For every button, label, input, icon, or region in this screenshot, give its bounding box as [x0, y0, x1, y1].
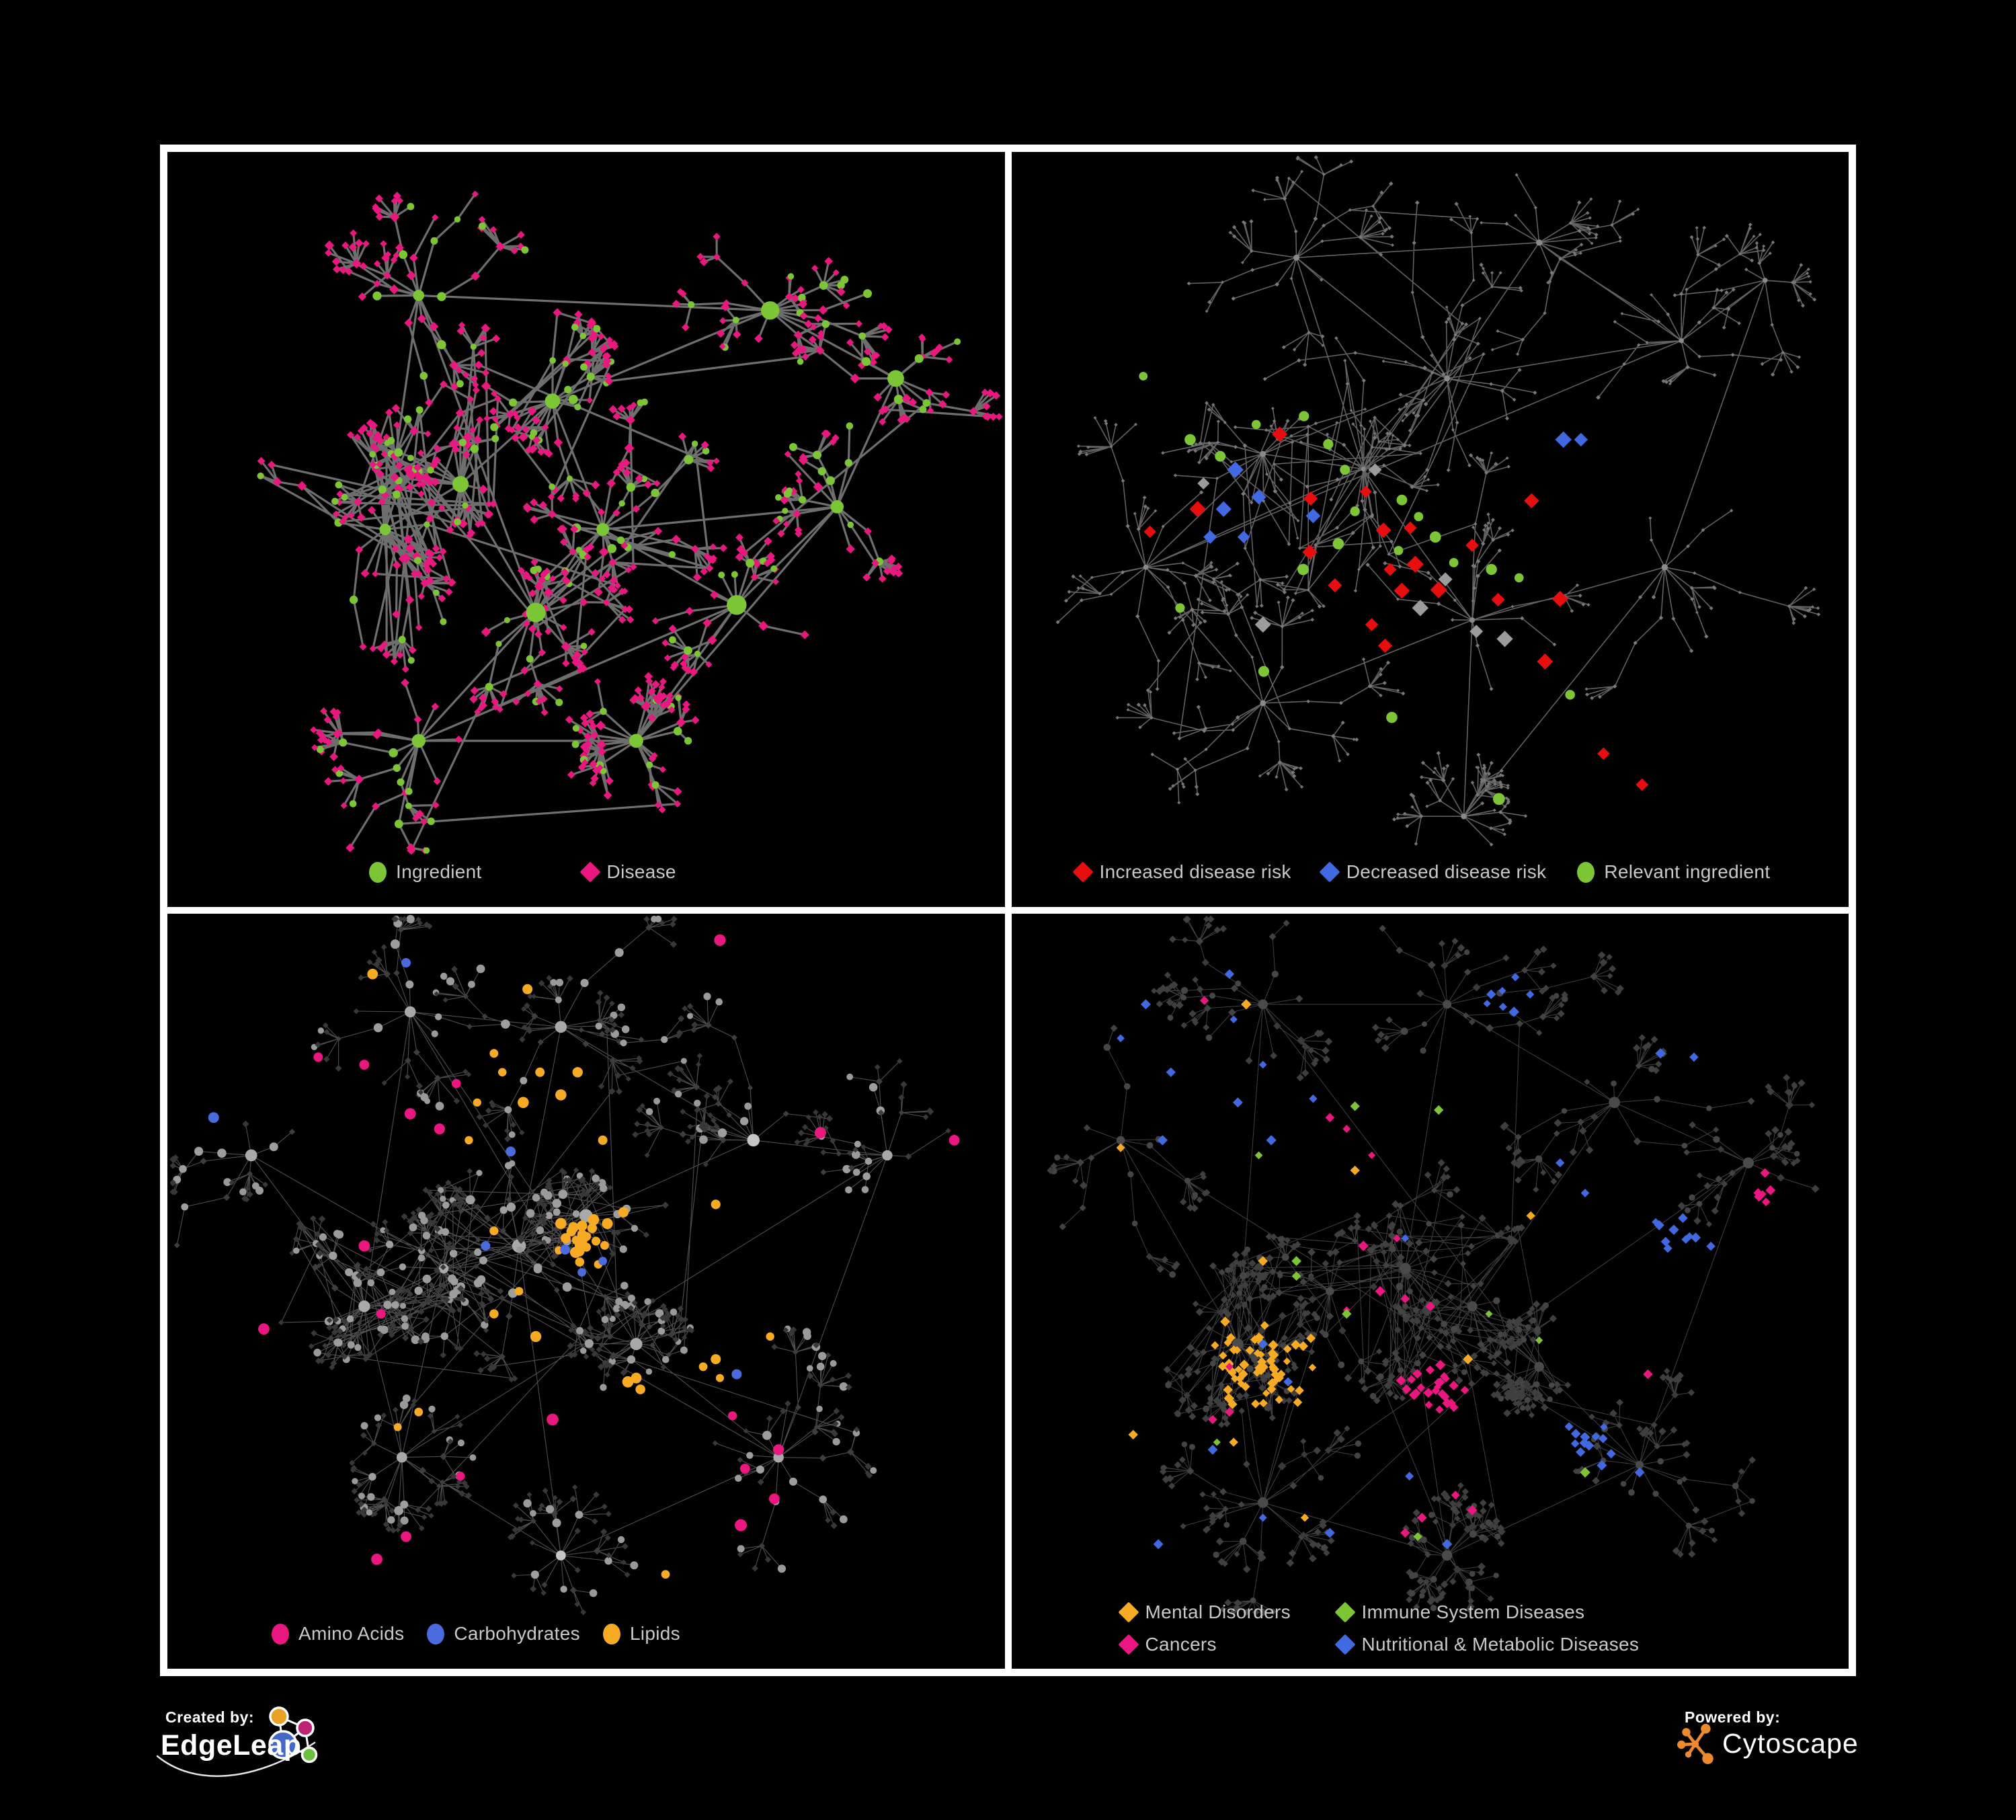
legend-label: Carbohydrates	[454, 1623, 580, 1644]
edgeleap-blue-node	[268, 1730, 298, 1759]
network-grid: Ingredient Disease Increased disease ris…	[160, 145, 1856, 1676]
legend-item: Relevant ingredient	[1577, 861, 1770, 883]
edgeleap-magenta-node	[296, 1718, 315, 1737]
legend-label: Cancers	[1145, 1634, 1217, 1655]
ingredient-disease-network-graph	[257, 190, 1003, 855]
edgeleap-logo-nodes	[268, 1706, 318, 1764]
legend-item: Nutritional & Metabolic Diseases	[1334, 1634, 1640, 1655]
panel-disease-risk: Increased disease risk Decreased disease…	[1011, 152, 1849, 907]
legend-item: Immune System Diseases	[1334, 1601, 1640, 1623]
carbohydrates-circle-marker	[427, 1623, 445, 1645]
ingredient-classes-network-graph	[169, 914, 960, 1616]
legend-label: Nutritional & Metabolic Diseases	[1361, 1634, 1640, 1655]
cytoscape-logo-icon	[1677, 1724, 1713, 1764]
created-by-label: Created by:	[165, 1708, 255, 1726]
relevant-ingredient-circle-marker	[1577, 861, 1595, 883]
cytoscape-logo-nodes	[1677, 1724, 1713, 1764]
legend-item: Amino Acids	[272, 1623, 404, 1645]
powered-by-label: Powered by:	[1685, 1708, 1781, 1726]
legend-ingredient-disease: Ingredient Disease	[369, 861, 676, 883]
disease-classes-network-graph	[1046, 915, 1820, 1616]
legend-item: Decreased disease risk	[1319, 861, 1547, 883]
mental-disorders-diamond-marker	[1117, 1601, 1139, 1623]
legend-item: Lipids	[602, 1623, 680, 1645]
legend-disease-classes: Mental Disorders Immune System Diseases …	[1117, 1601, 1640, 1655]
legend-disease-risk: Increased disease risk Decreased disease…	[1072, 861, 1771, 883]
panel-ingredient-disease: Ingredient Disease	[167, 152, 1005, 907]
amino-acids-circle-marker	[272, 1623, 289, 1645]
legend-item: Disease	[579, 861, 676, 883]
lipids-circle-marker	[602, 1623, 620, 1645]
increased-risk-diamond-marker	[1072, 861, 1094, 883]
disease-risk-network-graph	[1055, 155, 1820, 846]
disease-diamond-marker	[579, 861, 601, 883]
legend-label: Mental Disorders	[1145, 1601, 1291, 1622]
edgeleap-orange-node	[269, 1706, 289, 1727]
edgeleap-green-node	[300, 1746, 318, 1764]
edgeleap-logo-icon	[156, 1706, 318, 1777]
legend-item: Cancers	[1117, 1634, 1338, 1655]
legend-item: Increased disease risk	[1072, 861, 1291, 883]
legend-label: Ingredient	[396, 861, 482, 882]
legend-label: Amino Acids	[298, 1623, 405, 1644]
legend-label: Immune System Diseases	[1361, 1601, 1585, 1622]
legend-label: Decreased disease risk	[1346, 861, 1547, 882]
legend-item: Ingredient	[369, 861, 482, 883]
panel-disease-classes: Mental Disorders Immune System Diseases …	[1011, 914, 1849, 1669]
legend-label: Relevant ingredient	[1604, 861, 1771, 882]
legend-item: Mental Disorders	[1117, 1601, 1338, 1623]
legend-label: Disease	[606, 861, 676, 882]
panel-ingredient-classes: Amino Acids Carbohydrates Lipids	[167, 914, 1005, 1669]
edgeleap-wordmark: EdgeLeap	[161, 1729, 302, 1762]
legend-item: Carbohydrates	[427, 1623, 580, 1645]
cytoscape-wordmark: Cytoscape	[1722, 1728, 1859, 1759]
legend-label: Lipids	[629, 1623, 680, 1644]
legend-label: Increased disease risk	[1099, 861, 1291, 882]
nutritional-metabolic-diseases-diamond-marker	[1334, 1634, 1356, 1655]
ingredient-circle-marker	[369, 861, 387, 883]
cancers-diamond-marker	[1117, 1634, 1139, 1655]
immune-system-diseases-diamond-marker	[1334, 1601, 1356, 1623]
legend-ingredient-classes: Amino Acids Carbohydrates Lipids	[272, 1623, 680, 1645]
decreased-risk-diamond-marker	[1319, 861, 1340, 883]
